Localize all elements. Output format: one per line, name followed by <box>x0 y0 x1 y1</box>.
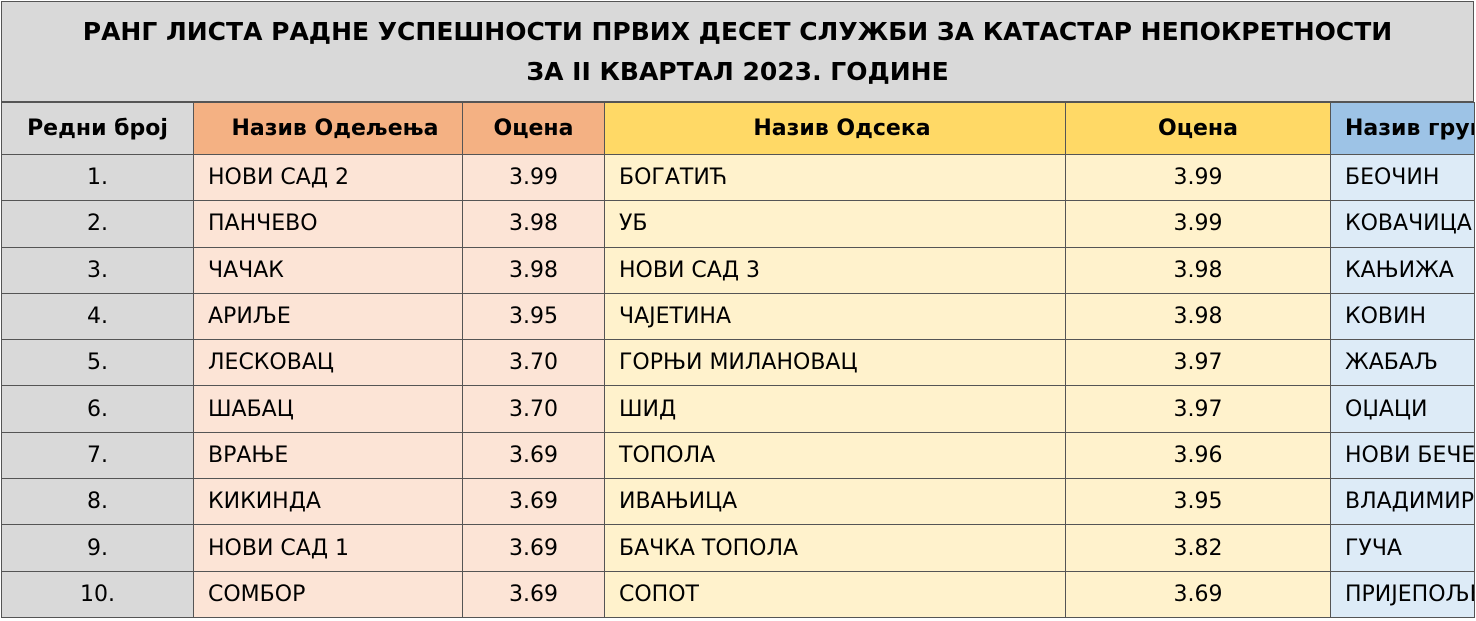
score-cell: 3.69 <box>462 478 605 526</box>
name-cell: НОВИ САД 2 <box>193 153 463 202</box>
name-cell: НОВИ БЕЧЕЈ <box>1330 431 1475 480</box>
rank-cell: 9. <box>1 524 194 572</box>
title-line: ЗА II КВАРТАЛ 2023. ГОДИНЕ <box>526 56 949 86</box>
ranking-table: Редни број Назив Одељења Оцена Назив Одсека… <box>1 102 1475 618</box>
name-cell: НОВИ САД 1 <box>193 524 463 572</box>
score-cell: 3.99 <box>1065 153 1331 202</box>
name-cell: ПАНЧЕВО <box>193 200 463 248</box>
table-body: Редни број Назив Одељења Оцена Назив Одсека… <box>1 102 1475 618</box>
score-cell: 3.99 <box>462 153 605 202</box>
score-cell: 3.98 <box>1065 246 1331 294</box>
name-cell: СОМБОР <box>193 570 463 618</box>
title-line: РАНГ ЛИСТА РАДНЕ УСПЕШНОСТИ ПРВИХ ДЕСЕТ … <box>82 16 1393 46</box>
name-cell: КИКИНДА <box>193 478 463 526</box>
score-cell: 3.99 <box>1065 200 1331 248</box>
score-cell: 3.97 <box>1065 385 1331 433</box>
name-cell: ГОРЊИ МИЛАНОВАЦ <box>604 339 1066 387</box>
column-header: Оцена <box>1065 102 1331 155</box>
name-cell: ЛЕСКОВАЦ <box>193 339 463 387</box>
name-cell: УБ <box>604 200 1066 248</box>
rank-cell: 7. <box>1 431 194 480</box>
name-cell: ЖАБАЉ <box>1330 339 1475 387</box>
rank-cell: 4. <box>1 292 194 341</box>
name-cell: ИВАЊИЦА <box>604 478 1066 526</box>
score-cell: 3.69 <box>462 570 605 618</box>
name-cell: КОВИН <box>1330 292 1475 341</box>
score-cell: 3.95 <box>462 292 605 341</box>
name-cell: ПРИЈЕПОЉЕ <box>1330 570 1475 618</box>
name-cell: НОВИ САД 3 <box>604 246 1066 294</box>
rank-cell: 2. <box>1 200 194 248</box>
column-header: Редни број <box>1 102 194 155</box>
rank-cell: 5. <box>1 339 194 387</box>
score-cell: 3.97 <box>1065 339 1331 387</box>
score-cell: 3.69 <box>462 431 605 480</box>
score-cell: 3.95 <box>1065 478 1331 526</box>
score-cell: 3.69 <box>462 524 605 572</box>
score-cell: 3.98 <box>462 246 605 294</box>
score-cell: 3.70 <box>462 339 605 387</box>
rank-cell: 10. <box>1 570 194 618</box>
rank-cell: 8. <box>1 478 194 526</box>
score-cell: 3.82 <box>1065 524 1331 572</box>
name-cell: ОЏАЦИ <box>1330 385 1475 433</box>
name-cell: ШАБАЦ <box>193 385 463 433</box>
name-cell: КОВАЧИЦА <box>1330 200 1475 248</box>
rank-cell: 6. <box>1 385 194 433</box>
column-header: Назив Одељења <box>193 102 463 155</box>
score-cell: 3.98 <box>1065 292 1331 341</box>
rank-cell: 1. <box>1 153 194 202</box>
name-cell: КАЊИЖА <box>1330 246 1475 294</box>
name-cell: БОГАТИЋ <box>604 153 1066 202</box>
name-cell: БАЧКА ТОПОЛА <box>604 524 1066 572</box>
score-cell: 3.70 <box>462 385 605 433</box>
column-header: Назив Одсека <box>604 102 1066 155</box>
score-cell: 3.69 <box>1065 570 1331 618</box>
name-cell: ВРАЊЕ <box>193 431 463 480</box>
name-cell: ЧАЧАК <box>193 246 463 294</box>
header-row: Редни број Назив Одељења Оцена Назив Одсека… <box>1 102 1475 155</box>
title-block: РАНГ ЛИСТА РАДНЕ УСПЕШНОСТИ ПРВИХ ДЕСЕТ … <box>1 1 1474 102</box>
name-cell: СОПОТ <box>604 570 1066 618</box>
name-cell: АРИЉЕ <box>193 292 463 341</box>
score-cell: 3.98 <box>462 200 605 248</box>
name-cell: БЕОЧИН <box>1330 153 1475 202</box>
name-cell: ГУЧА <box>1330 524 1475 572</box>
name-cell: ТОПОЛА <box>604 431 1066 480</box>
name-cell: ШИД <box>604 385 1066 433</box>
column-header: Назив групе <box>1330 102 1475 155</box>
name-cell: ВЛАДИМИРЦИ <box>1330 478 1475 526</box>
column-header: Оцена <box>462 102 605 155</box>
score-cell: 3.96 <box>1065 431 1331 480</box>
rank-cell: 3. <box>1 246 194 294</box>
name-cell: ЧАЈЕТИНА <box>604 292 1066 341</box>
